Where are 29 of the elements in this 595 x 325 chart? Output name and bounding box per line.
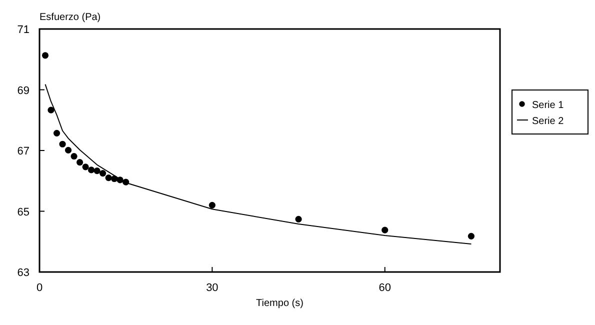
point: [88, 166, 95, 174]
point: [94, 168, 100, 174]
point: [64, 146, 72, 154]
line-series: [44, 84, 472, 245]
y-tick-label: 71: [17, 24, 30, 36]
point: [59, 140, 66, 148]
y-axis-title: Esfuerzo (Pa): [40, 12, 101, 23]
point: [208, 202, 216, 208]
point: [82, 164, 89, 170]
y-tick-label: 65: [17, 206, 30, 218]
legend-label: Serie 1: [532, 100, 564, 111]
point: [105, 174, 112, 182]
legend-label: Serie 2: [532, 116, 564, 127]
y-tick-label: 63: [17, 267, 30, 279]
x-tick-label: 30: [206, 282, 218, 294]
point: [100, 170, 106, 177]
y-tick-label: 67: [17, 146, 30, 158]
point: [53, 130, 60, 136]
x-tick-label: 0: [36, 282, 43, 294]
y-tick-label: 69: [17, 84, 30, 97]
x-axis-title: Tiempo (s): [256, 298, 304, 309]
point: [70, 152, 78, 160]
point: [382, 226, 388, 234]
point: [295, 216, 302, 222]
x-tick-label: 60: [378, 282, 391, 294]
point: [468, 232, 475, 240]
point: [76, 159, 84, 166]
point: [48, 106, 54, 114]
point: [42, 52, 49, 59]
